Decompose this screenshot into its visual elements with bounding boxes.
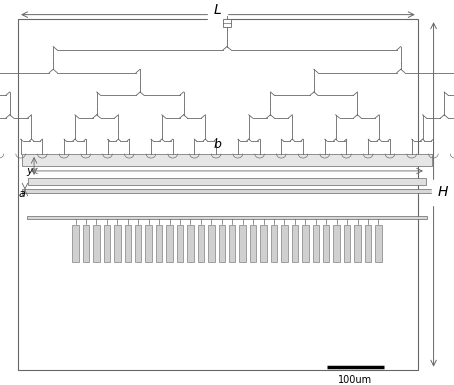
Bar	[145, 225, 152, 262]
Bar	[83, 225, 89, 262]
Bar	[354, 225, 361, 262]
Bar	[166, 225, 173, 262]
Bar	[208, 225, 215, 262]
Bar	[135, 225, 142, 262]
Bar	[223, 19, 231, 27]
Bar	[344, 225, 350, 262]
Bar	[187, 225, 194, 262]
Bar	[333, 225, 340, 262]
Bar	[229, 225, 236, 262]
Bar	[260, 225, 267, 262]
Bar	[22, 154, 432, 166]
Bar	[218, 225, 225, 262]
Bar	[375, 225, 382, 262]
Text: L: L	[214, 3, 222, 17]
Bar	[18, 19, 418, 370]
Bar	[250, 225, 257, 262]
Bar	[271, 225, 277, 262]
Bar	[27, 216, 427, 219]
Bar	[302, 225, 309, 262]
Bar	[156, 225, 163, 262]
Bar	[93, 225, 100, 262]
Bar	[114, 225, 121, 262]
Text: H: H	[438, 186, 448, 199]
Text: y: y	[26, 166, 33, 176]
Text: 100um: 100um	[338, 375, 372, 385]
Text: a: a	[18, 189, 25, 199]
Bar	[28, 178, 426, 185]
Bar	[323, 225, 330, 262]
Bar	[124, 225, 131, 262]
Bar	[177, 225, 183, 262]
Bar	[365, 225, 371, 262]
Bar	[291, 225, 298, 262]
Bar	[104, 225, 110, 262]
Bar	[22, 189, 432, 192]
Bar	[239, 225, 246, 262]
Bar	[312, 225, 319, 262]
Bar	[281, 225, 288, 262]
Text: b: b	[214, 138, 222, 151]
Bar	[72, 225, 79, 262]
Bar	[197, 225, 204, 262]
